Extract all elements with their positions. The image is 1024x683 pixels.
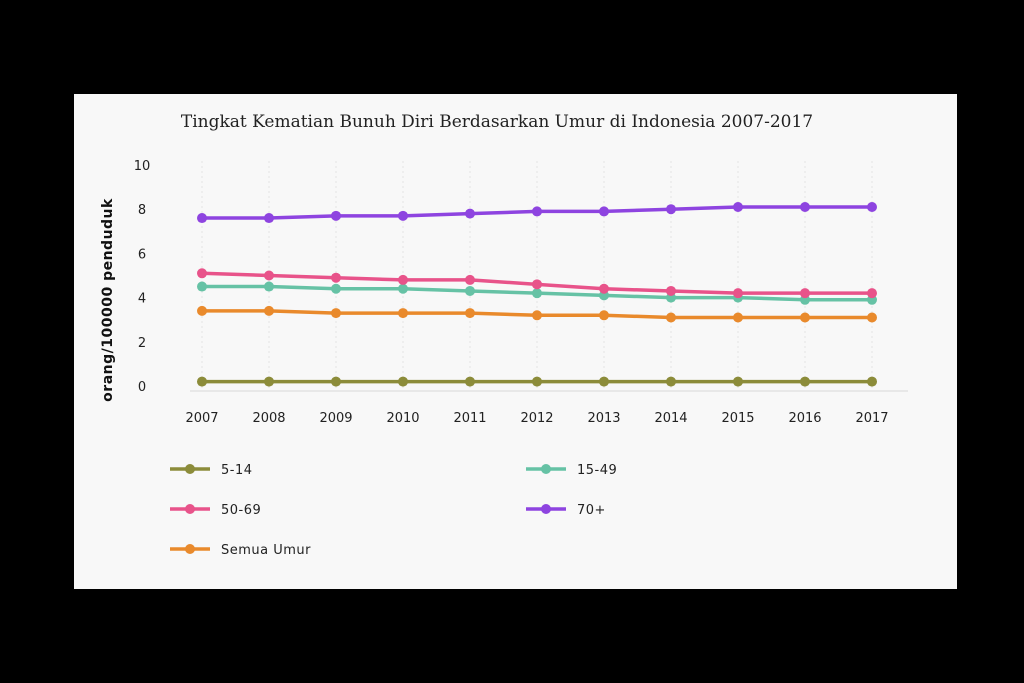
x-tick-label: 2010 bbox=[386, 411, 419, 426]
x-tick-label: 2013 bbox=[587, 411, 620, 426]
legend-label: 5-14 bbox=[221, 463, 253, 478]
data-point bbox=[532, 376, 542, 387]
x-axis: 2007 2008 2009 2010 2011 2012 2013 2014 2015 2016… bbox=[185, 411, 888, 426]
legend-item[interactable]: 5-14 bbox=[170, 463, 253, 478]
y-tick-label: 8 bbox=[138, 203, 146, 218]
data-point bbox=[800, 312, 810, 323]
data-point bbox=[465, 376, 475, 387]
data-point bbox=[197, 213, 207, 224]
data-point bbox=[264, 305, 274, 316]
data-point bbox=[800, 376, 810, 387]
data-point bbox=[398, 308, 408, 319]
legend-label: 15-49 bbox=[577, 463, 617, 478]
data-point bbox=[331, 376, 341, 387]
data-point bbox=[733, 312, 743, 323]
series-5-14 bbox=[197, 376, 877, 387]
y-tick-label: 0 bbox=[138, 380, 146, 395]
data-point bbox=[398, 274, 408, 285]
data-point bbox=[532, 288, 542, 299]
data-point bbox=[800, 288, 810, 299]
data-point bbox=[331, 272, 341, 283]
data-point bbox=[599, 206, 609, 217]
data-point bbox=[666, 285, 676, 296]
data-point bbox=[666, 376, 676, 387]
y-tick-label: 2 bbox=[138, 336, 146, 351]
legend-swatch-dot bbox=[185, 464, 195, 474]
data-point bbox=[867, 312, 877, 323]
data-point bbox=[599, 376, 609, 387]
legend-swatch-dot bbox=[541, 504, 551, 514]
x-tick-label: 2008 bbox=[252, 411, 285, 426]
chart-title: Tingkat Kematian Bunuh Diri Berdasarkan … bbox=[181, 112, 813, 132]
data-point bbox=[465, 308, 475, 319]
data-point bbox=[398, 210, 408, 221]
legend-label: Semua Umur bbox=[221, 543, 311, 558]
series-group bbox=[197, 201, 877, 387]
x-tick-label: 2017 bbox=[855, 411, 888, 426]
series-semua-umur bbox=[197, 305, 877, 323]
data-point bbox=[331, 283, 341, 294]
data-point bbox=[465, 274, 475, 285]
legend-item[interactable]: 15-49 bbox=[526, 463, 617, 478]
data-point bbox=[331, 210, 341, 221]
series-70- bbox=[197, 201, 877, 224]
legend-item[interactable]: Semua Umur bbox=[170, 543, 311, 558]
legend-swatch-dot bbox=[541, 464, 551, 474]
chart-card: Tingkat Kematian Bunuh Diri Berdasarkan … bbox=[74, 94, 957, 589]
x-tick-label: 2015 bbox=[721, 411, 754, 426]
data-point bbox=[867, 288, 877, 299]
data-point bbox=[733, 201, 743, 212]
data-point bbox=[197, 305, 207, 316]
legend: 5-14 15-49 50-69 70+ Semua Umur bbox=[170, 463, 617, 558]
data-point bbox=[733, 288, 743, 299]
y-axis: 0 2 4 6 8 10 bbox=[134, 159, 151, 395]
data-point bbox=[532, 206, 542, 217]
data-point bbox=[398, 283, 408, 294]
data-point bbox=[197, 376, 207, 387]
data-point bbox=[599, 310, 609, 321]
x-tick-label: 2009 bbox=[319, 411, 352, 426]
series-15-49 bbox=[197, 281, 877, 305]
data-point bbox=[264, 281, 274, 292]
data-point bbox=[331, 308, 341, 319]
x-tick-label: 2011 bbox=[453, 411, 486, 426]
data-point bbox=[532, 279, 542, 290]
data-point bbox=[532, 310, 542, 321]
data-point bbox=[197, 281, 207, 292]
data-point bbox=[465, 208, 475, 219]
data-point bbox=[666, 312, 676, 323]
line-chart: Tingkat Kematian Bunuh Diri Berdasarkan … bbox=[100, 112, 908, 558]
y-tick-label: 6 bbox=[138, 247, 146, 262]
y-axis-label: orang/100000 penduduk bbox=[100, 198, 116, 402]
data-point bbox=[666, 204, 676, 215]
data-point bbox=[599, 283, 609, 294]
data-point bbox=[867, 201, 877, 212]
grid bbox=[190, 161, 908, 392]
data-point bbox=[733, 376, 743, 387]
data-point bbox=[197, 268, 207, 279]
data-point bbox=[398, 376, 408, 387]
legend-item[interactable]: 70+ bbox=[526, 503, 606, 518]
y-tick-label: 10 bbox=[134, 159, 151, 174]
data-point bbox=[264, 213, 274, 224]
legend-label: 50-69 bbox=[221, 503, 261, 518]
y-tick-label: 4 bbox=[138, 292, 146, 307]
data-point bbox=[264, 270, 274, 281]
data-point bbox=[264, 376, 274, 387]
legend-label: 70+ bbox=[577, 503, 606, 518]
legend-swatch-dot bbox=[185, 544, 195, 554]
legend-item[interactable]: 50-69 bbox=[170, 503, 261, 518]
data-point bbox=[800, 201, 810, 212]
x-tick-label: 2014 bbox=[654, 411, 687, 426]
data-point bbox=[867, 376, 877, 387]
x-tick-label: 2012 bbox=[520, 411, 553, 426]
series-50-69 bbox=[197, 268, 877, 299]
data-point bbox=[465, 285, 475, 296]
x-tick-label: 2016 bbox=[788, 411, 821, 426]
x-tick-label: 2007 bbox=[185, 411, 218, 426]
legend-swatch-dot bbox=[185, 504, 195, 514]
